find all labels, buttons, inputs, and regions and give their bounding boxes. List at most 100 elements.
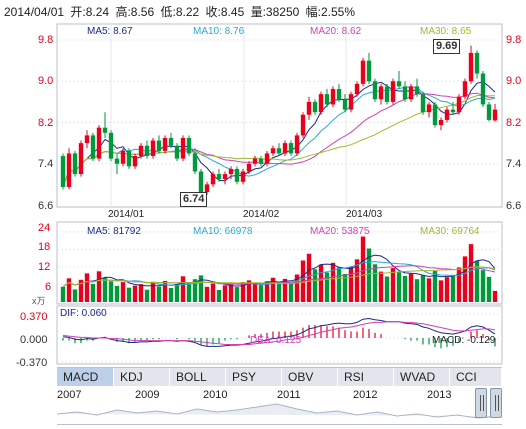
- price-ytick-right: 7.4: [506, 158, 521, 170]
- volume-bar: [276, 283, 282, 302]
- macd-ytick: -0.370: [16, 357, 47, 367]
- tab-psy[interactable]: PSY: [226, 368, 282, 386]
- candle-body: [408, 86, 414, 100]
- price-ma30-legend: MA30: 8.65: [420, 26, 472, 37]
- volume-bar: [222, 285, 228, 302]
- quote-low: 低:8.22: [160, 5, 200, 19]
- price-ytick-left: 7.4: [38, 158, 53, 170]
- tab-rsi[interactable]: RSI: [338, 368, 394, 386]
- price-ytick-right: 6.6: [506, 200, 521, 212]
- volume-bar: [408, 273, 414, 302]
- stock-chart[interactable]: MA5: 8.67 MA10: 8.76 MA20: 8.62 MA30: 8.…: [0, 0, 526, 367]
- volume-bar: [156, 286, 162, 302]
- volume-bar: [342, 273, 348, 302]
- candle-body: [222, 174, 228, 180]
- candle-body: [132, 156, 138, 167]
- price-ytick-left: 9.0: [38, 75, 53, 87]
- candle-body: [306, 101, 312, 115]
- low-price-callout: 6.74: [180, 192, 208, 207]
- macd-dif-line: [62, 317, 496, 347]
- price-panel: [56, 23, 503, 208]
- candle-body: [420, 94, 426, 113]
- quote-close: 收:8.45: [205, 5, 245, 19]
- candle-body: [426, 104, 432, 113]
- candle-body: [150, 140, 156, 157]
- candle-body: [456, 96, 462, 113]
- candle-body: [282, 143, 288, 154]
- volume-bar: [462, 256, 468, 302]
- volume-bar: [66, 278, 72, 302]
- volume-bar: [186, 283, 192, 302]
- quote-high: 高:8.56: [115, 5, 155, 19]
- volume-bar: [426, 278, 432, 302]
- candle-body: [78, 143, 84, 175]
- navigator-right-handle[interactable]: [490, 388, 502, 418]
- volume-ma30-legend: MA30: 69764: [420, 226, 480, 237]
- candle-body: [270, 148, 276, 154]
- volume-bar: [144, 289, 150, 302]
- volume-bar: [204, 286, 210, 302]
- candle-body: [462, 81, 468, 97]
- candle-body: [216, 174, 222, 180]
- candle-body: [300, 114, 306, 136]
- volume-bar: [354, 259, 360, 302]
- volume-bar: [264, 281, 270, 302]
- volume-ma5-line: [62, 254, 496, 288]
- volume-bar: [180, 276, 186, 302]
- candle-body: [66, 153, 72, 187]
- candle-body: [198, 171, 204, 193]
- candle-body: [342, 99, 348, 110]
- volume-bar: [318, 264, 324, 302]
- candle-body: [234, 168, 240, 182]
- volume-bar: [480, 270, 486, 302]
- volume-bar: [72, 289, 78, 302]
- volume-bar: [282, 278, 288, 302]
- tab-kdj[interactable]: KDJ: [114, 368, 170, 386]
- navigator-year: 2009: [135, 389, 160, 401]
- candle-body: [480, 73, 486, 105]
- candle-body: [354, 83, 360, 95]
- candle-body: [126, 150, 132, 167]
- volume-bar: [444, 277, 450, 302]
- volume-bar: [474, 260, 480, 302]
- candle-body: [186, 137, 192, 154]
- volume-bar: [192, 279, 198, 302]
- tab-wvad[interactable]: WVAD: [394, 368, 450, 386]
- volume-bar: [96, 271, 102, 302]
- tab-macd[interactable]: MACD: [57, 368, 114, 386]
- candle-body: [240, 171, 246, 182]
- quote-header: 2014/04/01 开:8.24 高:8.56 低:8.22 收:8.45 量…: [4, 3, 358, 20]
- candle-body: [390, 81, 396, 102]
- navigator-year: 2007: [57, 389, 82, 401]
- candle-body: [468, 52, 474, 82]
- tab-boll[interactable]: BOLL: [170, 368, 226, 386]
- volume-bar: [270, 277, 276, 302]
- volume-bar: [366, 248, 372, 302]
- candle-body: [246, 163, 252, 172]
- macd-dea-legend: DEA: 0.125: [250, 335, 302, 346]
- volume-bar: [234, 287, 240, 302]
- volume-bar: [438, 280, 444, 302]
- candle-body: [288, 143, 294, 154]
- volume-bar: [78, 279, 84, 302]
- macd-ytick: 0.000: [20, 334, 48, 346]
- volume-bar: [150, 281, 156, 302]
- candle-body: [252, 158, 258, 164]
- volume-bar: [402, 275, 408, 302]
- candle-body: [384, 86, 390, 102]
- volume-bar: [198, 275, 204, 302]
- tab-cci[interactable]: CCI: [450, 368, 502, 386]
- price-ytick-right: 9.8: [506, 34, 521, 46]
- time-range-navigator[interactable]: 2007 2009 2010 2011 2012 2013: [57, 386, 502, 425]
- candle-body: [204, 184, 210, 193]
- navigator-year: 2010: [203, 389, 228, 401]
- price-xtick: 2014/02: [243, 209, 280, 220]
- volume-unit: x万: [32, 296, 46, 306]
- volume-ma10-legend: MA10: 66978: [193, 226, 253, 237]
- navigator-year: 2012: [353, 389, 378, 401]
- volume-bar: [336, 267, 342, 302]
- navigator-left-handle[interactable]: [475, 388, 487, 418]
- tab-obv[interactable]: OBV: [282, 368, 338, 386]
- volume-bar: [258, 284, 264, 302]
- volume-bar: [102, 277, 108, 302]
